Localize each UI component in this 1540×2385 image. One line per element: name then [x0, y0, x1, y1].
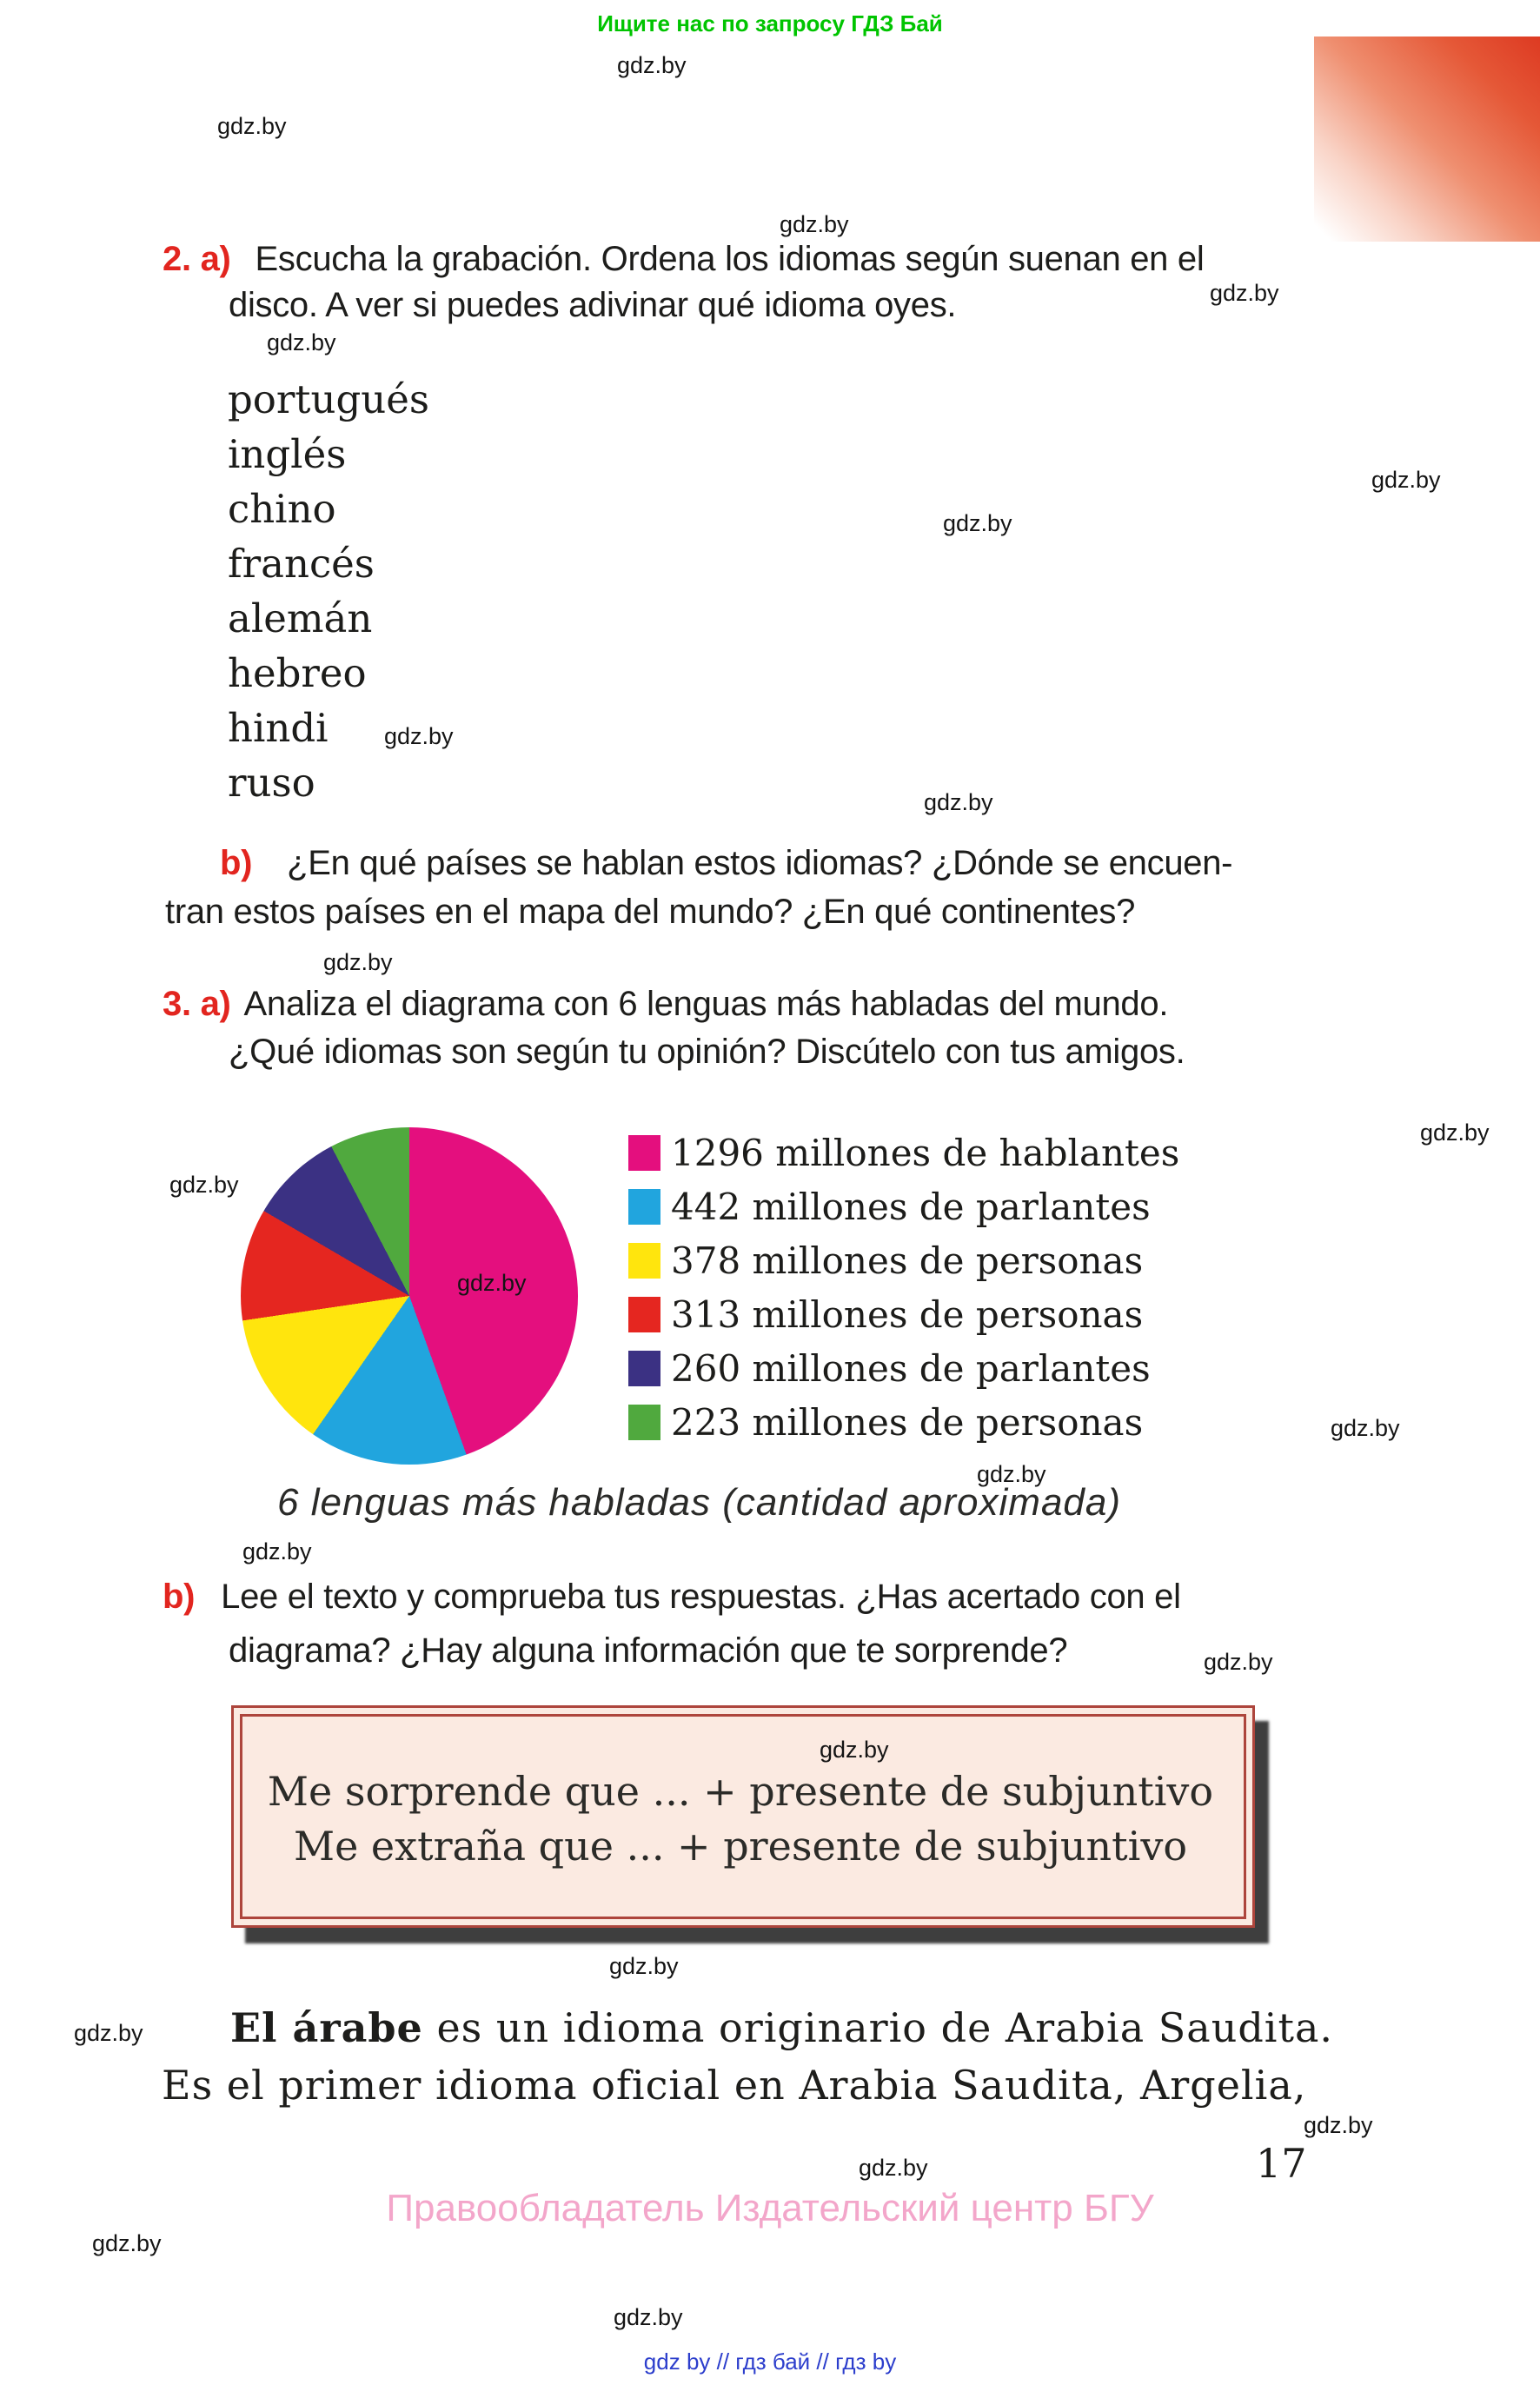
grammar-box-text: Me sorprende que ... + presente de subju… — [231, 1764, 1250, 1874]
language-item: alemán — [228, 595, 373, 641]
exercise-2a-marker: 2. a) — [163, 240, 231, 278]
watermark: gdz.by — [617, 52, 687, 78]
grammar-box-line2: Me extraña que ... + presente de subjunt… — [293, 1823, 1188, 1870]
exercise-3b-line2: diagrama? ¿Hay alguna información que te… — [229, 1631, 1068, 1670]
exercise-2b-marker: b) — [220, 844, 253, 882]
reading-line2: Es el primer idioma oficial en Arabia Sa… — [162, 2062, 1307, 2109]
legend-item: 223 millones de personas — [628, 1395, 1143, 1449]
legend-label: 378 millones de personas — [671, 1239, 1144, 1282]
exercise-3b-line1-text: Lee el texto y comprueba tus respuestas.… — [221, 1578, 1181, 1616]
language-item: hindi — [228, 705, 329, 751]
legend-label: 260 millones de parlantes — [671, 1346, 1151, 1390]
watermark: gdz.by — [859, 2155, 928, 2181]
watermark: gdz.by — [267, 329, 336, 355]
legend-label: 223 millones de personas — [671, 1400, 1144, 1444]
legend-swatch — [628, 1404, 660, 1440]
legend-label: 1296 millones de hablantes — [671, 1131, 1180, 1174]
language-item: hebreo — [228, 650, 367, 696]
watermark: gdz.by — [1210, 280, 1279, 306]
legend-swatch — [628, 1350, 660, 1386]
header-notice-text: Ищите нас по запросу ГДЗ Бай — [597, 10, 943, 37]
exercise-3a-line1-text: Analiza el diagrama con 6 lenguas más ha… — [243, 985, 1169, 1023]
watermark: gdz.by — [780, 211, 849, 237]
reading-line1-rest: es un idioma originario de Arabia Saudit… — [422, 2004, 1334, 2051]
legend-item: 442 millones de parlantes — [628, 1179, 1151, 1233]
watermark: gdz.by — [74, 2020, 143, 2046]
legend-label: 313 millones de personas — [671, 1292, 1144, 1336]
legend-item: 378 millones de personas — [628, 1233, 1143, 1287]
exercise-2b-line1-text: ¿En qué países se hablan estos idiomas? … — [287, 844, 1233, 882]
legend-item: 313 millones de personas — [628, 1287, 1143, 1341]
language-item: chino — [228, 486, 336, 532]
reading-line1: El árabe es un idioma originario de Arab… — [230, 2004, 1333, 2051]
watermark: gdz.by — [614, 2304, 683, 2330]
legend-item: 260 millones de parlantes — [628, 1341, 1151, 1395]
legend-swatch — [628, 1134, 660, 1171]
legend-swatch — [628, 1296, 660, 1332]
header-notice: Ищите нас по запросу ГДЗ Бай — [0, 10, 1540, 37]
chart-caption: 6 lenguas más habladas (cantidad aproxim… — [277, 1481, 1122, 1524]
watermark: gdz.by — [820, 1737, 889, 1763]
exercise-2a-line1: 2. a) Escucha la grabación. Ordena los id… — [163, 240, 1205, 278]
watermark: gdz.by — [1204, 1649, 1273, 1675]
exercise-3a-line2: ¿Qué idiomas son según tu opinión? Discú… — [229, 1033, 1185, 1071]
watermark: gdz.by — [242, 1538, 312, 1565]
watermark: gdz.by — [169, 1172, 239, 1198]
footer-links: gdz by // гдз бай // гдз by — [643, 2348, 897, 2375]
language-item: francés — [228, 541, 375, 587]
exercise-2b-line2: tran estos países en el mapa del mundo? … — [165, 893, 1136, 931]
watermark: gdz.by — [977, 1461, 1046, 1487]
pie-chart — [241, 1127, 578, 1465]
legend-label: 442 millones de parlantes — [671, 1185, 1151, 1228]
watermark: gdz.by — [1420, 1119, 1490, 1146]
legend-item: 1296 millones de hablantes — [628, 1126, 1179, 1179]
exercise-3b-line1: b) Lee el texto y comprueba tus respuesta… — [163, 1578, 1181, 1616]
exercise-3b-marker: b) — [163, 1578, 196, 1616]
watermark: gdz.by — [323, 949, 393, 975]
exercise-2a-line2: disco. A ver si puedes adivinar qué idio… — [229, 286, 957, 324]
language-item: inglés — [228, 431, 347, 477]
exercise-2b-line1: b) ¿En qué países se hablan estos idiomas… — [220, 844, 1232, 882]
reading-lead-bold: El árabe — [230, 2004, 423, 2051]
page-number: 17 — [1256, 2140, 1307, 2187]
exercise-3a-marker: 3. a) — [163, 985, 231, 1023]
watermark: gdz.by — [384, 723, 454, 749]
exercise-2a-line1-text: Escucha la grabación. Ordena los idiomas… — [255, 240, 1205, 278]
watermark: gdz.by — [609, 1953, 679, 1979]
grammar-box-line1: Me sorprende que ... + presente de subju… — [267, 1768, 1214, 1815]
watermark: gdz.by — [217, 113, 287, 139]
watermark: gdz.by — [457, 1270, 527, 1296]
legend-swatch — [628, 1188, 660, 1225]
watermark: gdz.by — [92, 2230, 162, 2256]
watermark: gdz.by — [943, 510, 1012, 536]
grammar-box — [231, 1705, 1255, 1928]
watermark: gdz.by — [1331, 1415, 1400, 1441]
legend-swatch — [628, 1242, 660, 1279]
watermark: gdz.by — [1304, 2112, 1373, 2138]
language-item: portugués — [228, 376, 429, 422]
language-list: portugués inglés chino francés alemán hebreo h… — [228, 372, 429, 810]
corner-gradient-decoration — [1314, 37, 1540, 242]
watermark: gdz.by — [1371, 467, 1441, 493]
exercise-3a-line1: 3. a) Analiza el diagrama con 6 lenguas m… — [163, 985, 1168, 1023]
publisher-line: Правообладатель Издательский центр БГУ — [386, 2187, 1154, 2229]
language-item: ruso — [228, 760, 315, 806]
watermark: gdz.by — [924, 789, 993, 815]
